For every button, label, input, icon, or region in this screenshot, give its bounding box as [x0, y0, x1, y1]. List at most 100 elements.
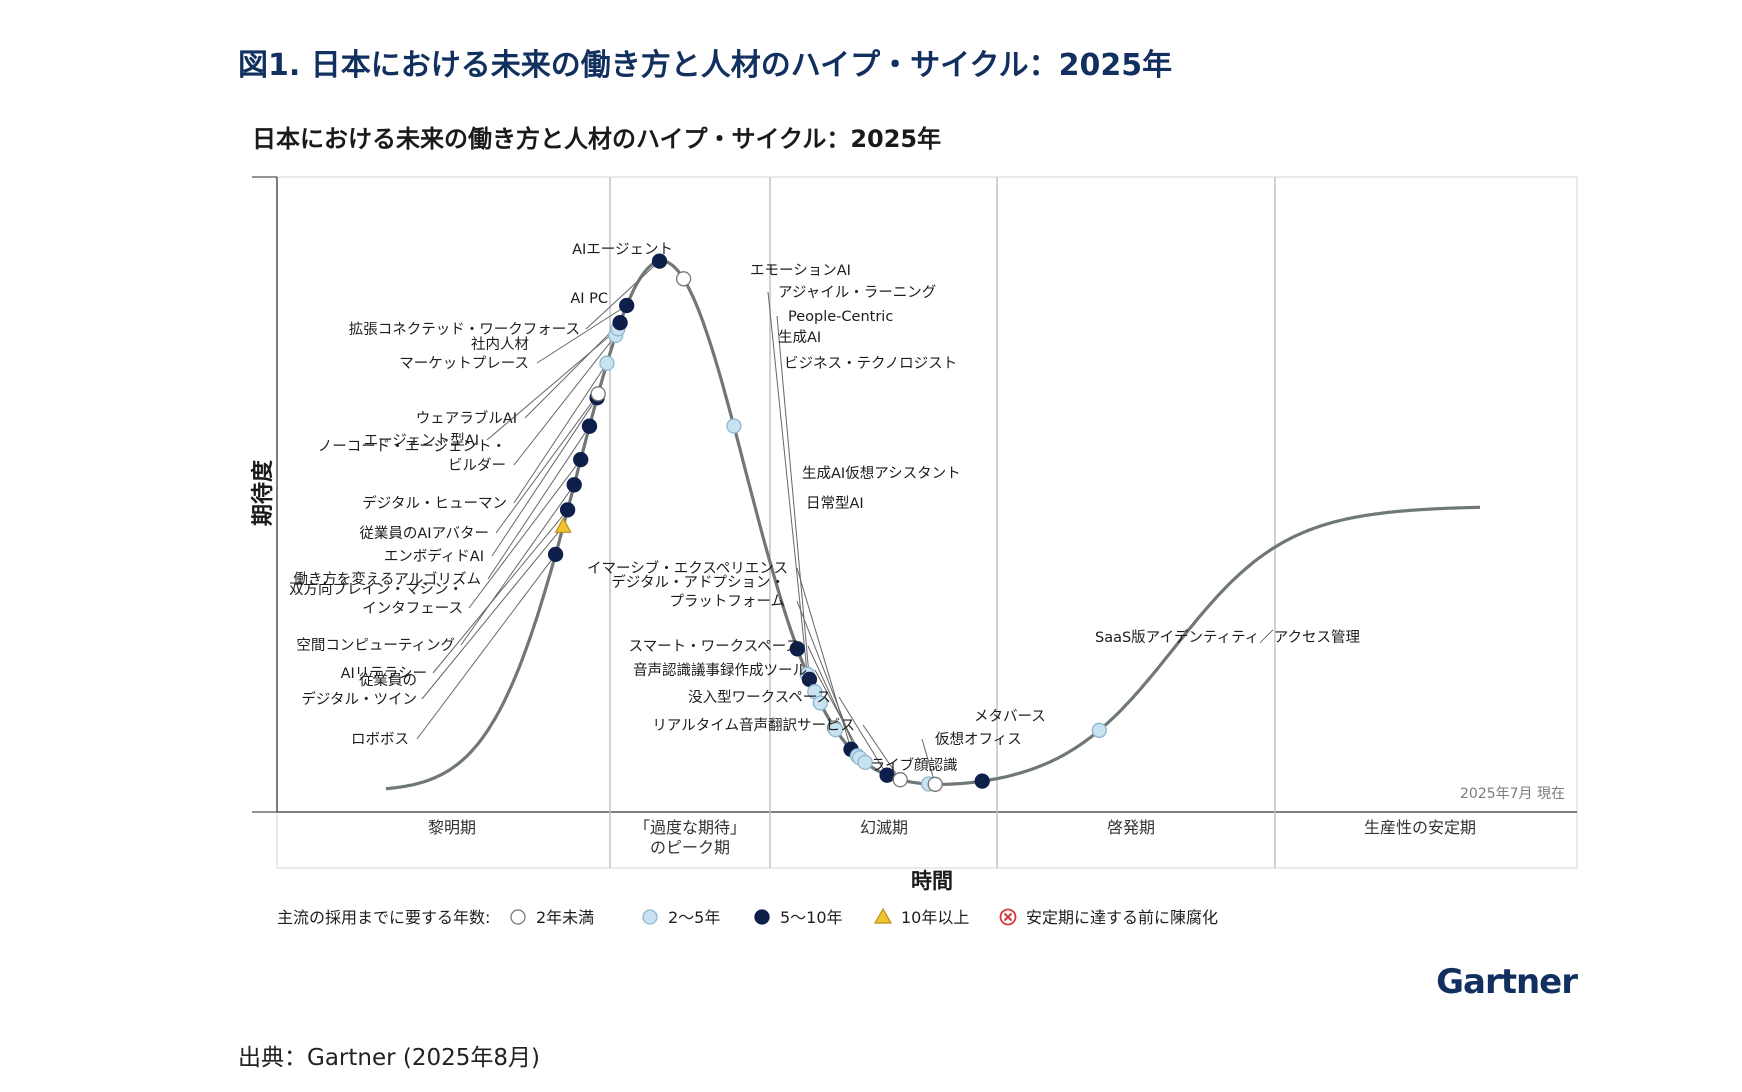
data-label: 仮想オフィス: [935, 731, 1022, 748]
data-point[interactable]: [559, 502, 576, 518]
data-point[interactable]: [554, 517, 572, 533]
chart-title: 日本における未来の働き方と人材のハイプ・サイクル：2025年: [252, 125, 941, 153]
data-label: ロボボス: [351, 731, 409, 748]
data-point[interactable]: [857, 754, 873, 771]
data-points: [547, 253, 1107, 792]
as-of-note: 2025年7月 現在: [1460, 786, 1565, 802]
x-axis-label: 時間: [911, 869, 953, 893]
data-label: スマート・ワークスペース: [629, 638, 800, 655]
legend-label: 2年未満: [536, 908, 594, 927]
leader-line: [862, 724, 901, 780]
phase-label: 啓発期: [1107, 818, 1155, 837]
leader-line: [513, 362, 608, 504]
data-label: People-Centric: [788, 309, 893, 325]
data-point[interactable]: [974, 773, 990, 789]
source-note: 出典：Gartner (2025年8月): [238, 1045, 540, 1071]
data-label: 社内人材マーケットプレース: [399, 336, 529, 372]
legend-label: 安定期に達する前に陳腐化: [1026, 908, 1218, 927]
figure-title: 図1. 日本における未来の働き方と人材のハイプ・サイクル：2025年: [238, 48, 1173, 83]
phase-label: 幻滅期: [860, 818, 908, 837]
legend-label: 2～5年: [668, 908, 720, 927]
data-label: リアルタイム音声翻訳サービス: [652, 716, 855, 734]
data-label: 音声認識議事録作成ツール: [633, 661, 807, 679]
data-point[interactable]: [590, 386, 606, 402]
data-point[interactable]: [573, 451, 589, 468]
data-label: 拡張コネクテッド・ワークフォース: [349, 321, 580, 338]
data-point[interactable]: [612, 315, 628, 331]
data-point[interactable]: [789, 641, 805, 657]
leader-line: [495, 393, 599, 534]
legend-marker: [873, 907, 893, 924]
legend-marker: [642, 909, 658, 925]
phase-labels: 黎明期 「過度な期待」のピーク期 幻滅期 啓発期 生産性の安定期: [428, 818, 1476, 857]
data-label: メタバース: [974, 708, 1046, 725]
leader-line: [468, 459, 582, 609]
data-label: 働き方を変えるアルゴリズム: [293, 570, 481, 588]
legend-marker: [754, 909, 770, 925]
chart-frame: [252, 176, 1578, 869]
leader-line: [416, 554, 556, 740]
data-label: AIエージェント: [572, 242, 673, 258]
data-label: エモーションAI: [750, 263, 851, 279]
leader-line: [421, 525, 564, 700]
data-point[interactable]: [726, 418, 742, 434]
data-label: ビジネス・テクノロジスト: [784, 355, 957, 372]
leader-line: [838, 696, 888, 776]
data-label: 没入型ワークスペース: [688, 689, 831, 706]
leader-lines: [416, 260, 936, 785]
data-label: 従業員のAIアバター: [359, 525, 489, 542]
data-point[interactable]: [1091, 722, 1107, 738]
data-point[interactable]: [827, 721, 844, 738]
data-label: エンボディドAI: [384, 547, 484, 565]
legend: 主流の採用までに要する年数: 2年未満 2～5年 5～10年 10年以上 安定期に達する前…: [277, 907, 1218, 927]
data-point[interactable]: [566, 477, 582, 493]
data-label: 生成AI仮想アシスタント: [802, 465, 961, 482]
legend-marker: [510, 909, 526, 925]
data-label: 空間コンピューティング: [296, 637, 455, 654]
data-label: SaaS版アイデンティティ／アクセス管理: [1095, 628, 1360, 646]
data-label: エージェント型AI: [364, 432, 479, 449]
data-point[interactable]: [651, 253, 668, 269]
data-label: デジタル・アドプション・プラットフォーム: [611, 573, 785, 610]
data-point[interactable]: [927, 776, 943, 792]
data-label: 従業員のデジタル・ツイン: [301, 672, 417, 708]
data-label: AI PC: [570, 291, 608, 307]
data-label: AIリテラシー: [341, 666, 427, 682]
leader-line: [432, 509, 568, 674]
data-label: 生成AI: [778, 329, 821, 346]
data-label: 日常型AI: [806, 495, 864, 512]
data-point[interactable]: [892, 772, 908, 788]
phase-label: 生産性の安定期: [1364, 818, 1476, 837]
y-axis-label: 期待度: [250, 459, 276, 526]
data-label: ウェアラブルAI: [416, 409, 517, 427]
data-label: アジャイル・ラーニング: [778, 284, 936, 301]
data-label: ライブ顔認識: [871, 756, 958, 774]
data-point[interactable]: [547, 546, 564, 563]
leader-line: [921, 738, 936, 785]
leader-line: [536, 305, 627, 364]
data-label: ノーコード・エージェント・ビルダー: [318, 439, 506, 474]
leader-line: [807, 645, 861, 759]
data-point[interactable]: [581, 418, 598, 434]
phase-label: 黎明期: [428, 818, 476, 837]
leader-line: [513, 335, 617, 466]
legend-label: 10年以上: [901, 908, 969, 927]
data-point[interactable]: [675, 271, 692, 287]
hype-curve: [385, 259, 1481, 791]
leader-line: [487, 425, 590, 580]
leader-line: [491, 397, 598, 557]
legend-marker: [999, 908, 1017, 926]
leader-line: [460, 484, 575, 646]
phase-label: 「過度な期待」のピーク期: [634, 818, 746, 857]
data-point[interactable]: [619, 297, 635, 314]
data-label: デジタル・ヒューマン: [362, 494, 507, 512]
leader-line: [585, 260, 660, 330]
leader-line: [524, 322, 621, 419]
legend-label: 5～10年: [780, 908, 843, 927]
data-point[interactable]: [599, 355, 615, 371]
legend-title: 主流の採用までに要する年数:: [277, 908, 490, 927]
data-label: 双方向ブレイン・マシン・インタフェース: [289, 580, 463, 617]
data-point[interactable]: [812, 695, 828, 711]
